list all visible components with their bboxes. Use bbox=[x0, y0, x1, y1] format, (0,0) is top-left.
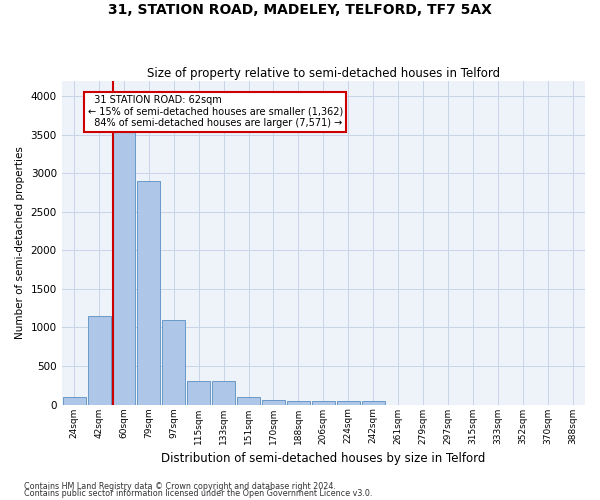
X-axis label: Distribution of semi-detached houses by size in Telford: Distribution of semi-detached houses by … bbox=[161, 452, 485, 465]
Bar bbox=[113, 112, 136, 405]
Bar bbox=[62, 397, 86, 404]
Bar bbox=[337, 401, 360, 404]
Text: Contains HM Land Registry data © Crown copyright and database right 2024.: Contains HM Land Registry data © Crown c… bbox=[24, 482, 336, 491]
Text: 31, STATION ROAD, MADELEY, TELFORD, TF7 5AX: 31, STATION ROAD, MADELEY, TELFORD, TF7 … bbox=[108, 2, 492, 16]
Bar bbox=[312, 401, 335, 404]
Text: 31 STATION ROAD: 62sqm  
← 15% of semi-detached houses are smaller (1,362)
  84%: 31 STATION ROAD: 62sqm ← 15% of semi-det… bbox=[88, 95, 343, 128]
Bar bbox=[187, 380, 210, 404]
Bar bbox=[237, 397, 260, 404]
Bar bbox=[287, 401, 310, 404]
Bar bbox=[362, 402, 385, 404]
Bar bbox=[137, 181, 160, 404]
Bar bbox=[88, 316, 110, 404]
Bar bbox=[163, 320, 185, 404]
Y-axis label: Number of semi-detached properties: Number of semi-detached properties bbox=[15, 146, 25, 339]
Title: Size of property relative to semi-detached houses in Telford: Size of property relative to semi-detach… bbox=[147, 66, 500, 80]
Bar bbox=[262, 400, 285, 404]
Text: Contains public sector information licensed under the Open Government Licence v3: Contains public sector information licen… bbox=[24, 489, 373, 498]
Bar bbox=[212, 380, 235, 404]
